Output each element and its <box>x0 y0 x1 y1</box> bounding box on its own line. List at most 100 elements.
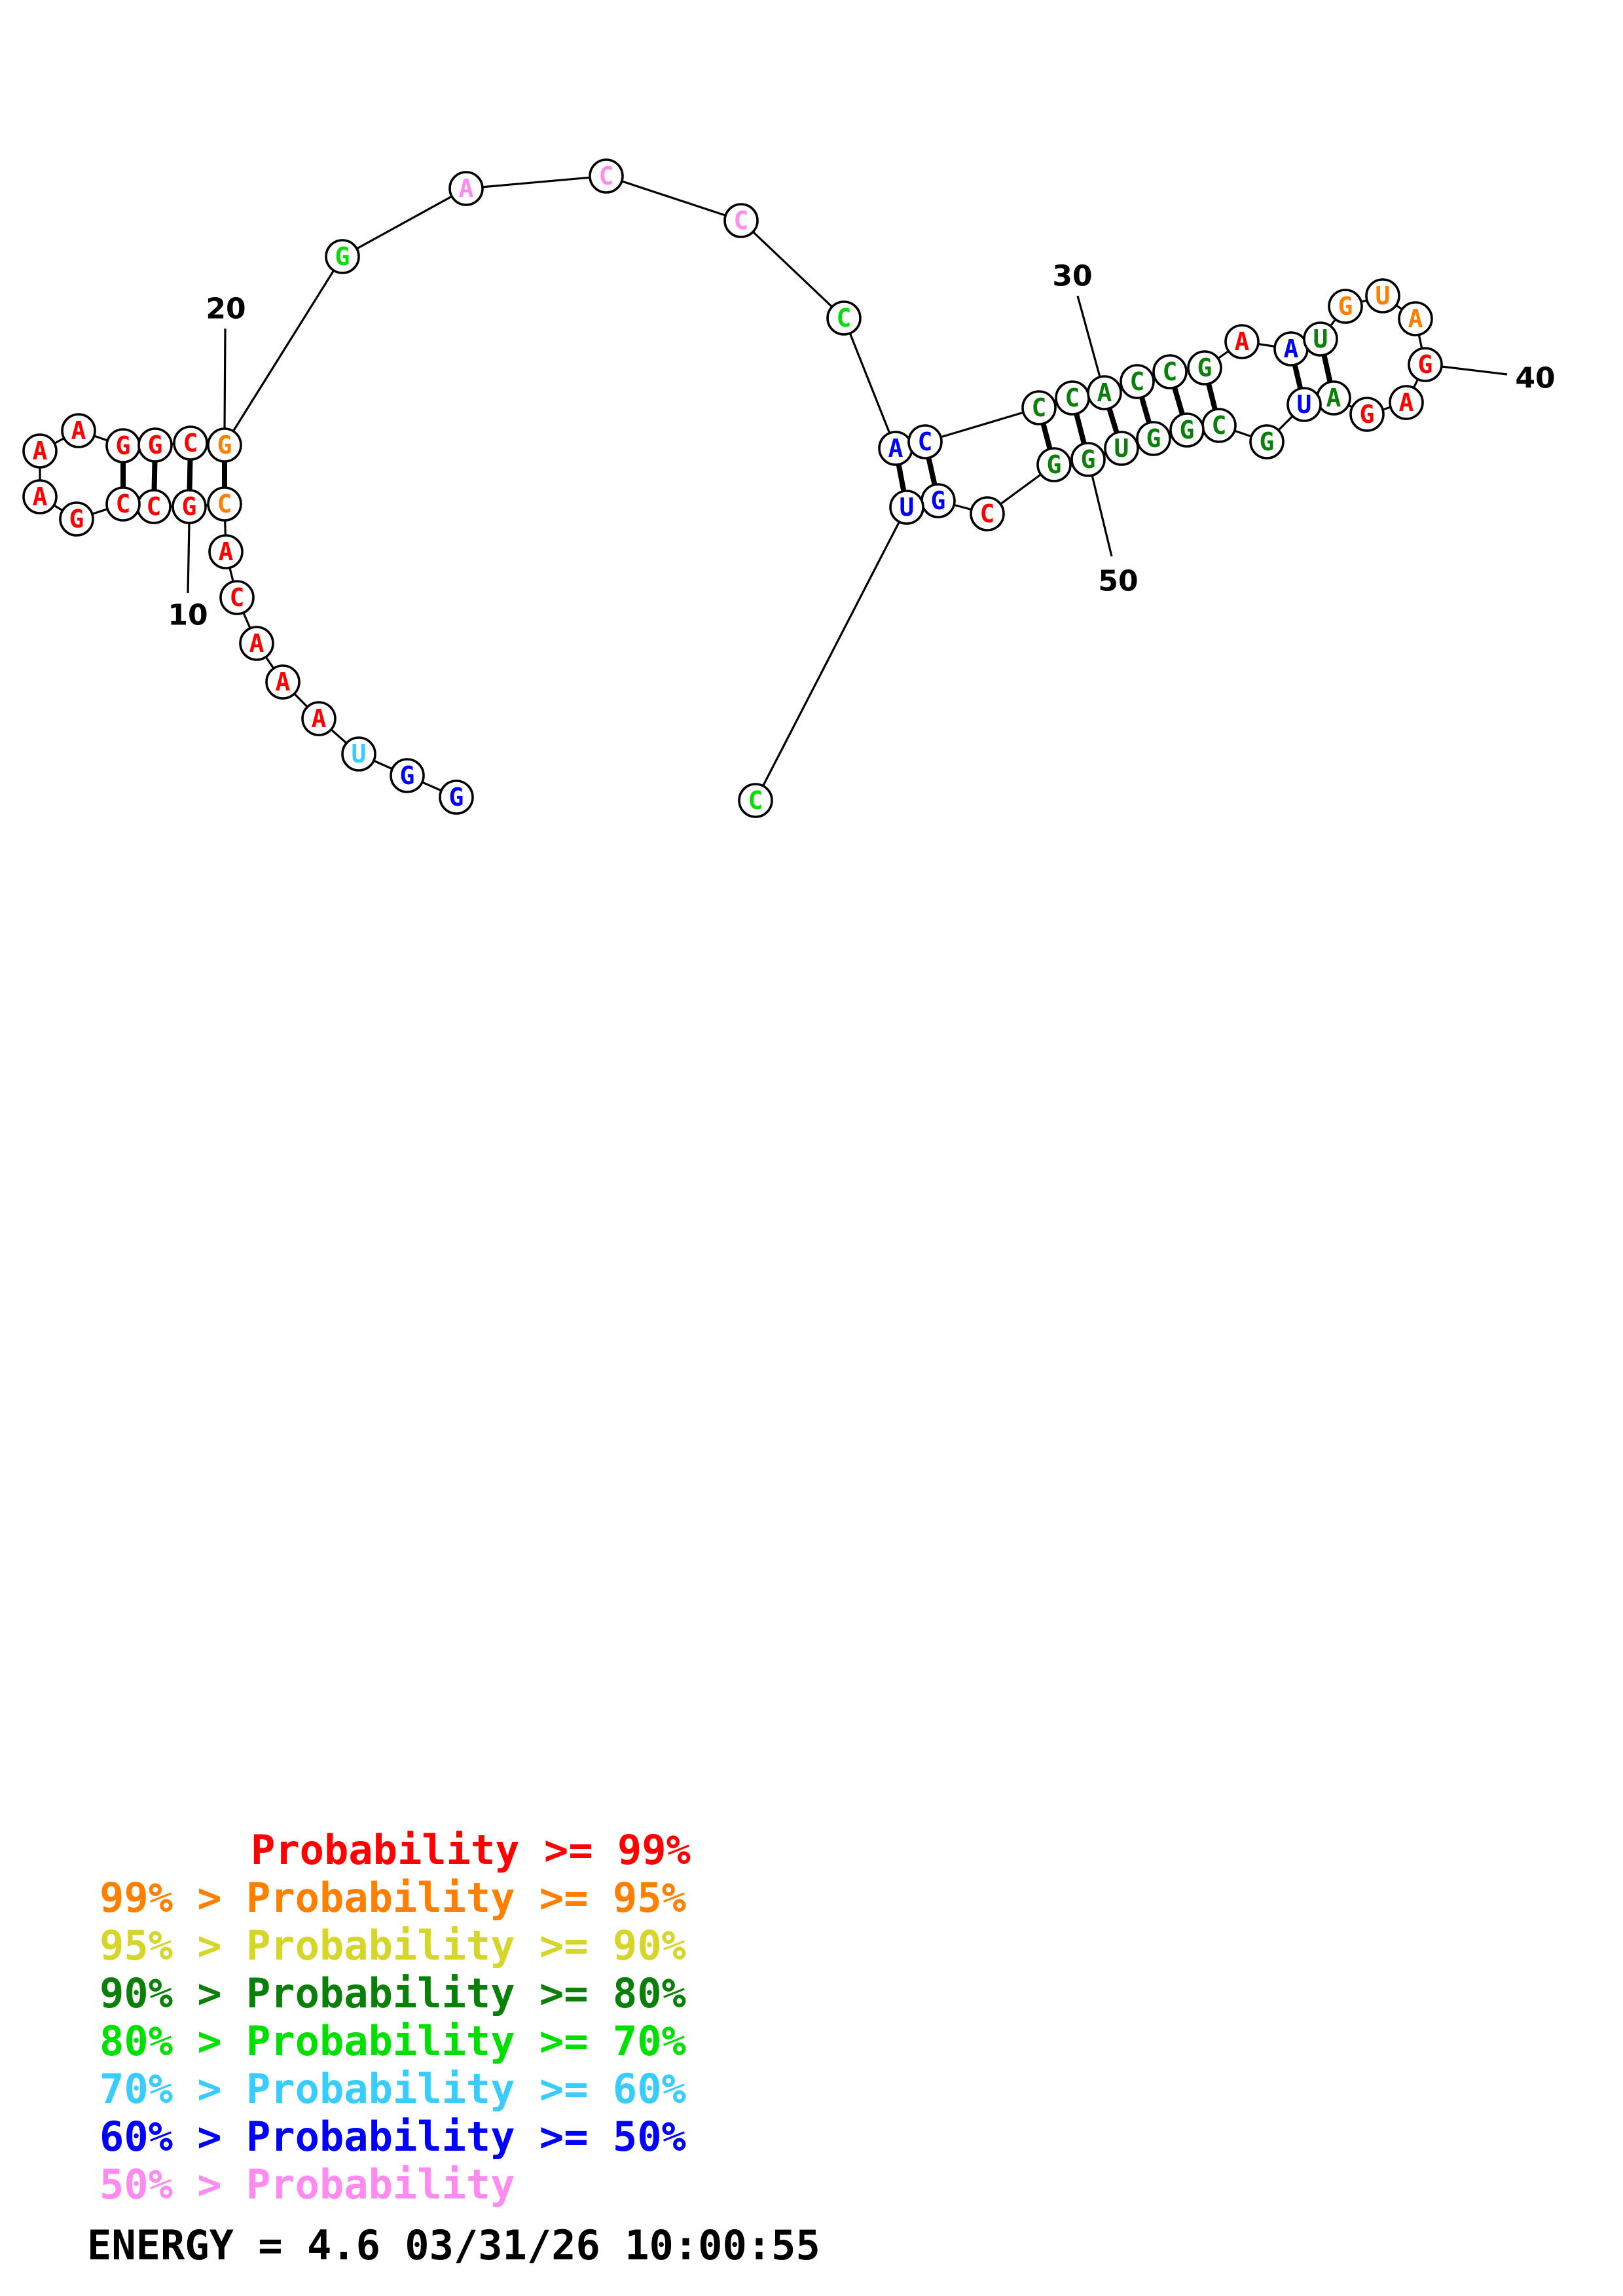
nucleotide-node: G <box>1070 442 1106 477</box>
nucleotide-circle <box>265 664 301 700</box>
nucleotide-letter: C <box>918 427 933 456</box>
nucleotide-letter: C <box>230 583 245 612</box>
nucleotide-node: G <box>1349 397 1385 432</box>
nucleotide-node: C <box>589 158 624 194</box>
nucleotide-node: G <box>207 427 242 463</box>
position-label-50: 50 <box>1098 565 1138 598</box>
position-labels: 10 20 30 40 50 <box>168 260 1555 632</box>
nucleotide-letter: A <box>1097 378 1112 407</box>
nucleotide-node: C <box>207 486 242 522</box>
nucleotide-letter: A <box>249 629 264 658</box>
probability-legend: Probability >= 99% 99% > Probability >= … <box>87 1826 820 2269</box>
nucleotide-letter: G <box>449 783 464 812</box>
nucleotide-node: U <box>1303 321 1338 357</box>
nucleotide-letter: G <box>116 431 131 460</box>
nucleotide-circle <box>172 489 207 524</box>
backbone-bond <box>754 507 908 801</box>
nucleotide-node: G <box>1036 447 1072 482</box>
nucleotide-letter: C <box>1130 367 1145 396</box>
nucleotide-node: A <box>1316 380 1351 416</box>
nucleotide-letter: C <box>1163 357 1178 386</box>
nucleotide-node: C <box>1055 380 1090 416</box>
nucleotide-circle <box>1349 397 1385 432</box>
position-label-line <box>1441 365 1508 376</box>
nucleotide-node: A <box>301 701 337 736</box>
nucleotide-circle <box>137 427 173 463</box>
nucleotide-letter: G <box>1197 353 1213 382</box>
nucleotide-circle <box>173 425 208 461</box>
nucleotide-node: G <box>390 758 425 793</box>
nucleotide-letter: A <box>1235 327 1250 356</box>
nucleotide-circle <box>61 413 96 448</box>
legend-row-90: 95% > Probability >= 90% <box>100 1922 686 1969</box>
nucleotide-letter: C <box>1212 411 1227 440</box>
nucleotide-node: U <box>889 490 924 525</box>
legend-row-80: 90% > Probability >= 80% <box>100 1969 686 2017</box>
nucleotide-letter: A <box>1399 388 1414 417</box>
legend-row-70: 80% > Probability >= 70% <box>100 2017 686 2065</box>
nucleotide-circle <box>1120 364 1155 399</box>
nucleotide-node: C <box>1021 390 1057 425</box>
nucleotide-circle <box>239 626 274 661</box>
nucleotide-node: A <box>208 534 244 569</box>
nucleotide-node: C <box>1120 364 1155 399</box>
nucleotide-circle <box>1021 390 1057 425</box>
nucleotide-circle <box>105 486 141 522</box>
nucleotide-node: U <box>1365 278 1400 314</box>
nucleotide-circle <box>889 490 924 525</box>
nucleotide-node: G <box>325 239 360 274</box>
position-label-lines <box>187 295 1508 594</box>
nucleotide-circle <box>1087 375 1122 410</box>
nucleotide-node: A <box>61 413 96 448</box>
nucleotide-circle <box>1104 431 1139 466</box>
nucleotide-circle <box>59 501 94 537</box>
nucleotide-circle <box>1303 321 1338 357</box>
nucleotide-letter: G <box>1047 450 1062 479</box>
nucleotide-node: A <box>878 431 913 466</box>
nucleotide-circle <box>1365 278 1400 314</box>
nucleotide-letter: U <box>1313 325 1328 353</box>
nucleotide-node: C <box>738 783 773 818</box>
nucleotide-node: G <box>105 428 141 463</box>
nucleotide-circle <box>439 780 474 815</box>
nucleotide-circle <box>826 300 862 336</box>
backbone-bond <box>740 219 845 319</box>
nucleotide-circle <box>22 479 58 514</box>
nucleotide-node: C <box>907 424 943 459</box>
nucleotide-circle <box>301 701 337 736</box>
nucleotide-node: C <box>219 580 255 615</box>
nucleotide-node: A <box>1273 331 1309 367</box>
legend-row-50: 60% > Probability >= 50% <box>100 2113 686 2161</box>
nucleotide-letter: U <box>1297 390 1312 419</box>
nucleotide-circle <box>970 496 1005 531</box>
nucleotide-letter: C <box>217 490 232 518</box>
legend-row-95: 99% > Probability >= 95% <box>100 1874 686 1922</box>
backbone-bond <box>843 317 897 449</box>
nucleotide-letter: U <box>352 740 367 768</box>
nucleotide-letter: A <box>888 434 903 463</box>
nucleotide-node: G <box>439 780 474 815</box>
nucleotide-node: G <box>59 501 94 537</box>
nucleotide-letter: G <box>1146 424 1161 453</box>
nucleotide-letter: U <box>1114 434 1129 463</box>
nucleotide-circle <box>1286 387 1322 422</box>
legend-row-lt50: 50% > Probability <box>100 2161 515 2208</box>
nucleotide-node: C <box>970 496 1005 531</box>
nucleotide-circle <box>448 171 484 206</box>
nucleotide-circle <box>1328 289 1363 324</box>
nucleotide-circle <box>1398 301 1433 336</box>
nucleotide-letter: A <box>1326 384 1341 412</box>
nucleotide-letter: G <box>1180 416 1195 444</box>
nucleotide-letter: G <box>1338 292 1353 321</box>
nucleotide-node: G <box>172 489 207 524</box>
nucleotide-node: A <box>239 626 274 661</box>
nucleotide-circle <box>207 427 242 463</box>
nucleotide-circle <box>207 486 242 522</box>
nucleotide-node: C <box>1201 408 1237 443</box>
nucleotide-node: C <box>723 203 759 238</box>
nucleotide-letter: G <box>69 505 84 533</box>
nucleotide-letter: C <box>147 492 162 521</box>
